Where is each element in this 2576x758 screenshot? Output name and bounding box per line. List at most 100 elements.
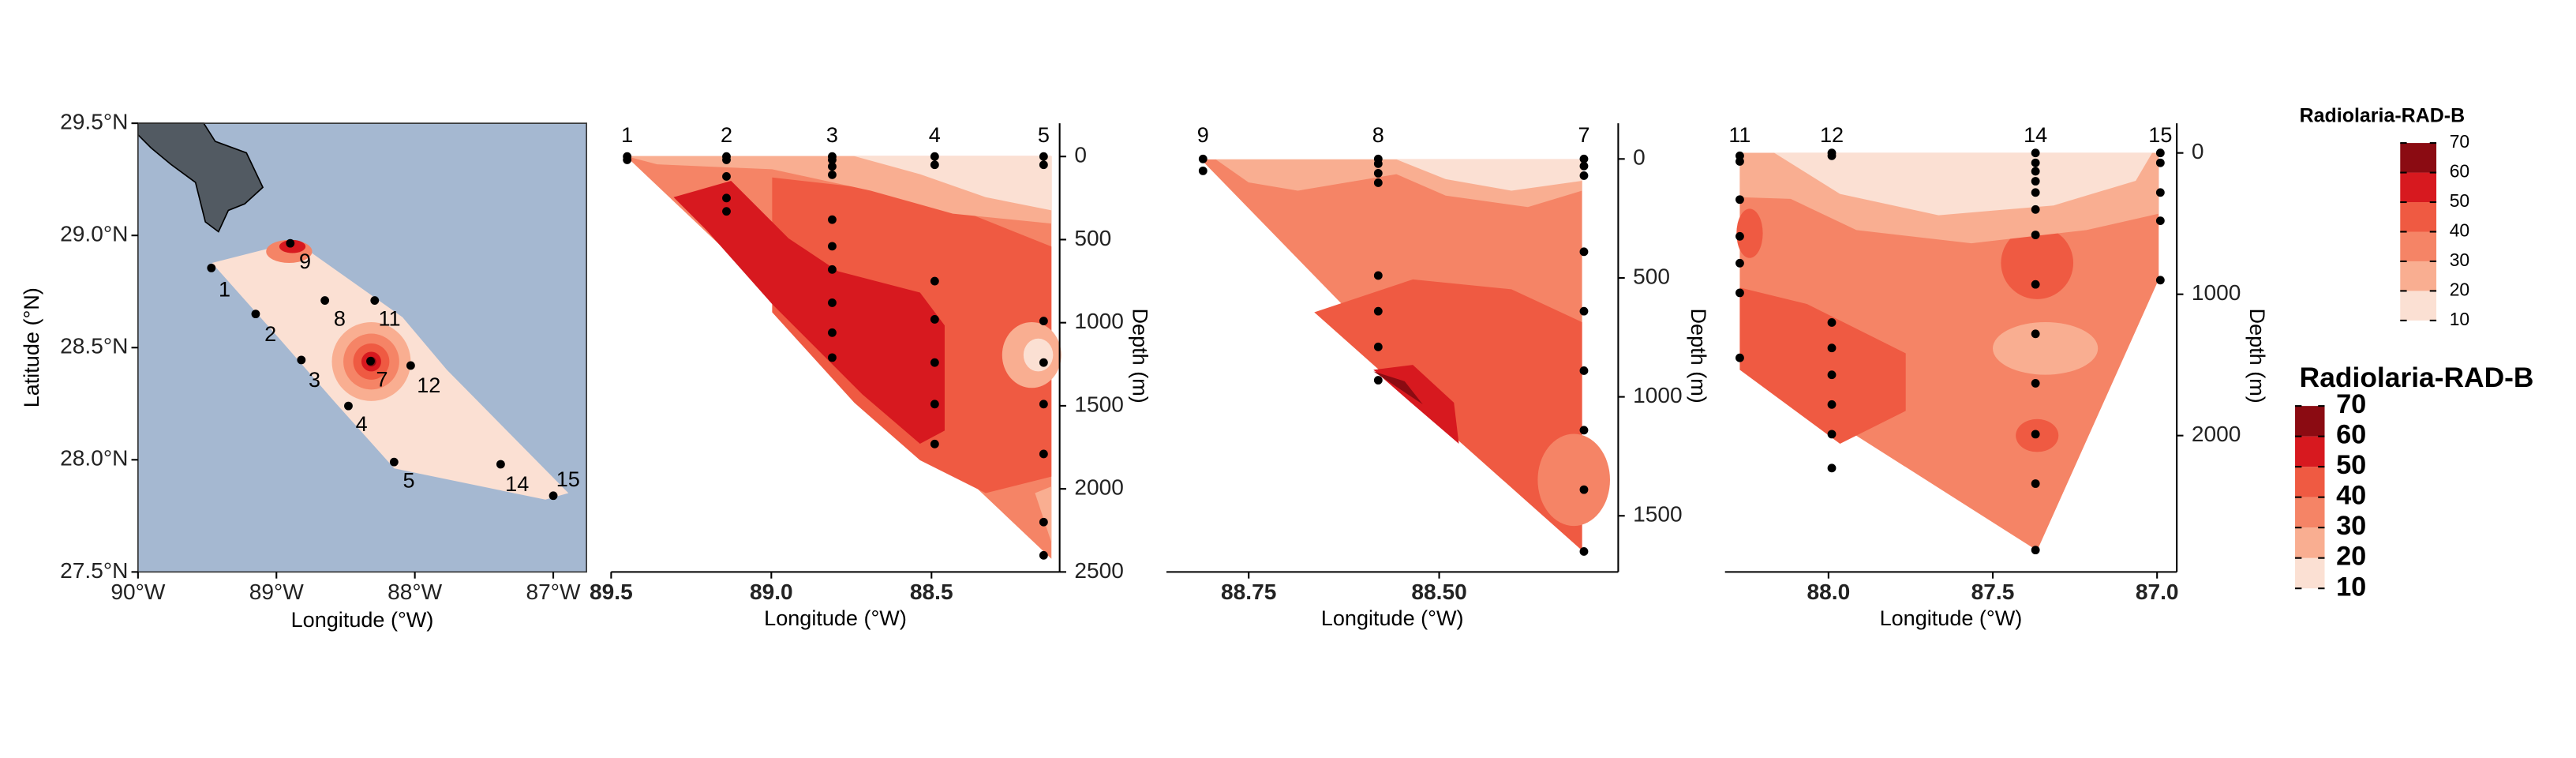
station-label: 1 bbox=[621, 123, 633, 147]
sample-point bbox=[722, 193, 731, 203]
station-label: 7 bbox=[1578, 123, 1589, 147]
x-axis-title: Longitude (°W) bbox=[764, 606, 907, 630]
sample-point bbox=[2155, 276, 2165, 285]
x-tick-label: 88.75 bbox=[1221, 580, 1276, 604]
legend-swatch bbox=[2400, 172, 2437, 203]
legend-swatch bbox=[2295, 406, 2325, 437]
sample-point bbox=[1373, 376, 1383, 385]
x-tick-label: 89.0 bbox=[750, 580, 793, 604]
y-tick-label: 1500 bbox=[1633, 502, 1683, 527]
station-point bbox=[406, 361, 415, 370]
legend-label: 30 bbox=[2336, 511, 2366, 541]
sample-point bbox=[1373, 271, 1383, 280]
station-label: 2 bbox=[721, 123, 732, 147]
y-tick-label: 1000 bbox=[1074, 309, 1124, 333]
sample-point bbox=[2031, 167, 2040, 176]
legend-title: Radiolaria-RAD-B bbox=[2300, 362, 2534, 393]
x-tick-label: 88.50 bbox=[1411, 580, 1466, 604]
legend-label: 60 bbox=[2450, 161, 2469, 182]
sample-point bbox=[1735, 353, 1744, 362]
contour-region bbox=[673, 180, 945, 445]
sample-point bbox=[2031, 177, 2040, 186]
x-tick-label: 88.5 bbox=[910, 580, 953, 604]
contour-region bbox=[2001, 227, 2074, 299]
sample-point bbox=[1579, 171, 1589, 180]
contour-region bbox=[1993, 321, 2099, 375]
station-label: 14 bbox=[2024, 123, 2047, 147]
sample-point bbox=[828, 242, 837, 251]
x-tick-label: 89°W bbox=[249, 580, 304, 604]
station-point bbox=[549, 491, 558, 501]
y-tick-label: 0 bbox=[2192, 139, 2204, 163]
sample-point bbox=[1039, 317, 1048, 325]
sample-point bbox=[1579, 247, 1589, 257]
y-tick-label: 28.5°N bbox=[60, 334, 128, 358]
sample-point bbox=[930, 358, 939, 367]
sample-point bbox=[1827, 430, 1837, 439]
sample-point bbox=[2155, 216, 2165, 226]
y-tick-label: 29.5°N bbox=[60, 110, 128, 134]
sample-point bbox=[1039, 449, 1048, 459]
sample-point bbox=[1827, 343, 1837, 353]
station-label: 11 bbox=[1728, 123, 1750, 147]
y-axis-title: Depth (m) bbox=[1687, 309, 1710, 403]
legend-swatch bbox=[2400, 291, 2437, 321]
sample-point bbox=[828, 328, 837, 337]
station-label: 12 bbox=[417, 373, 440, 397]
sample-point bbox=[1579, 366, 1589, 375]
legend-swatch bbox=[2400, 202, 2437, 232]
sample-point bbox=[1039, 400, 1048, 409]
y-tick-label: 0 bbox=[1074, 143, 1087, 167]
y-tick-label: 500 bbox=[1633, 264, 1670, 288]
legend-swatch bbox=[2400, 261, 2437, 291]
x-tick-label: 87°W bbox=[526, 580, 581, 604]
station-label: 5 bbox=[403, 468, 415, 492]
station-label: 4 bbox=[929, 123, 941, 147]
legend-swatch bbox=[2400, 143, 2437, 173]
y-tick-label: 2500 bbox=[1074, 558, 1124, 583]
station-label: 11 bbox=[378, 307, 400, 331]
sample-point bbox=[930, 439, 939, 448]
x-tick-label: 90°W bbox=[110, 580, 165, 604]
station-point bbox=[286, 238, 295, 248]
sample-point bbox=[2031, 188, 2040, 197]
legend-label: 60 bbox=[2336, 420, 2366, 450]
sample-point bbox=[1373, 168, 1383, 178]
station-point bbox=[344, 401, 353, 411]
station-label: 14 bbox=[505, 472, 529, 496]
x-axis-title: Longitude (°W) bbox=[291, 608, 434, 632]
sample-point bbox=[2155, 188, 2165, 197]
sample-point bbox=[828, 215, 837, 224]
legend-label: 70 bbox=[2336, 389, 2366, 419]
legend-label: 40 bbox=[2336, 481, 2366, 511]
sample-point bbox=[828, 265, 837, 274]
station-label: 5 bbox=[1038, 123, 1050, 147]
sample-point bbox=[2031, 148, 2040, 158]
sample-point bbox=[2031, 158, 2040, 167]
sample-point bbox=[1373, 342, 1383, 351]
sample-point bbox=[2031, 479, 2040, 488]
sample-point bbox=[1827, 151, 1837, 160]
sample-point bbox=[828, 170, 837, 179]
legend-label: 40 bbox=[2450, 220, 2469, 241]
x-tick-label: 88.0 bbox=[1807, 580, 1851, 604]
station-label: 7 bbox=[376, 367, 388, 391]
station-label: 1 bbox=[219, 278, 230, 302]
y-axis-title: Latitude (°N) bbox=[20, 287, 43, 407]
sample-point bbox=[1827, 463, 1837, 473]
sample-point bbox=[1579, 161, 1589, 171]
station-label: 15 bbox=[556, 467, 580, 491]
sample-point bbox=[2155, 158, 2165, 167]
contour-region bbox=[1739, 287, 1906, 445]
station-label: 12 bbox=[1820, 123, 1844, 147]
sample-point bbox=[2031, 379, 2040, 388]
sample-point bbox=[1827, 370, 1837, 380]
legend-label: 50 bbox=[2336, 450, 2366, 480]
y-tick-label: 0 bbox=[1633, 145, 1646, 170]
legend-swatch bbox=[2400, 231, 2437, 261]
sample-point bbox=[722, 172, 731, 181]
y-tick-label: 1000 bbox=[1633, 383, 1683, 407]
legend-label: 70 bbox=[2450, 131, 2469, 152]
legend-label: 20 bbox=[2336, 542, 2366, 572]
